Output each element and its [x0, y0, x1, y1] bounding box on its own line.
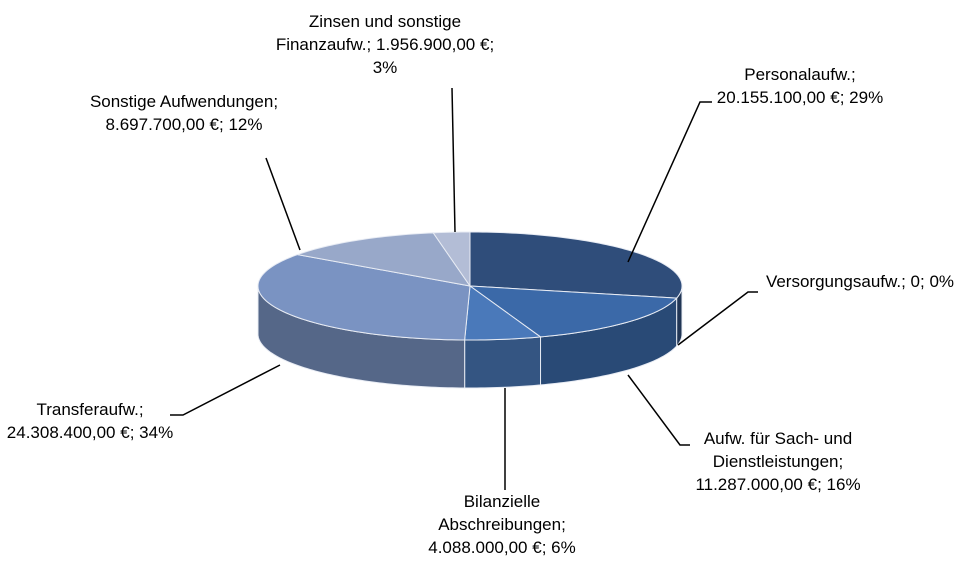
label-part: ; [838, 452, 844, 471]
leader-line [170, 364, 281, 416]
data-label: Personalaufw.; 20.155.100,00 €; 29% [710, 63, 890, 109]
label-part: ; [561, 515, 566, 534]
label-part: ; [138, 400, 144, 419]
label-part: 16% [826, 475, 861, 494]
label-part: ; [366, 35, 376, 54]
slice [432, 231, 471, 288]
label-part: ; [817, 475, 827, 494]
label-part: 0 [910, 272, 921, 291]
slice [464, 285, 542, 341]
label-part: 8.697.700,00 € [105, 115, 219, 134]
slice-side [464, 336, 542, 389]
label-part: ; [851, 65, 856, 84]
label-part: Bilanzielle Abschreibungen [438, 492, 562, 534]
label-part: ; [839, 88, 850, 107]
label-part: 34% [139, 423, 174, 442]
label-part: ; [273, 92, 279, 111]
slice [468, 285, 678, 338]
slice [469, 231, 683, 299]
label-part: Personalaufw. [744, 65, 852, 84]
slice [257, 254, 471, 341]
label-part: 29% [849, 88, 884, 107]
label-part: ; [129, 423, 140, 442]
data-label: Zinsen und sonstige Finanzaufw.; 1.956.9… [270, 10, 500, 79]
label-part: 3% [372, 58, 398, 77]
leader-line [627, 101, 712, 263]
label-part: 12% [228, 115, 263, 134]
label-part: 4.088.000,00 € [428, 538, 542, 557]
data-label: Sonstige Aufwendungen; 8.697.700,00 €; 1… [84, 90, 284, 136]
data-label: Aufw. für Sach- und Dienstleistungen; 11… [683, 427, 873, 496]
label-part: 1.956.900,00 € [376, 35, 490, 54]
leader-line [451, 87, 456, 233]
label-part: 24.308.400,00 € [6, 423, 130, 442]
label-part: 11.287.000,00 € [695, 475, 818, 494]
data-label: Versorgungsaufw.; 0; 0% [753, 270, 967, 293]
label-part: Sonstige Aufwendungen [89, 92, 274, 111]
label-part: ; [489, 35, 495, 54]
leader-line [627, 374, 690, 446]
label-part: ; [901, 272, 911, 291]
leader-line [265, 157, 301, 251]
label-part: Zinsen und sonstige Finanzaufw. [275, 12, 462, 54]
label-part: 6% [551, 538, 576, 557]
data-label: Transferaufw.; 24.308.400,00 €; 34% [3, 398, 178, 444]
label-part: ; [541, 538, 552, 557]
label-part: Transferaufw. [36, 400, 139, 419]
label-part: Aufw. für Sach- und Dienstleistungen [703, 429, 853, 471]
label-part: ; [218, 115, 229, 134]
label-part: Versorgungsaufw. [765, 272, 902, 291]
leader-line [677, 291, 758, 346]
slice [295, 232, 472, 287]
label-part: ; [920, 272, 930, 291]
slices [257, 231, 683, 389]
data-label: Bilanzielle Abschreibungen; 4.088.000,00… [416, 490, 588, 559]
label-part: 20.155.100,00 € [716, 88, 840, 107]
label-part: 0% [929, 272, 955, 291]
